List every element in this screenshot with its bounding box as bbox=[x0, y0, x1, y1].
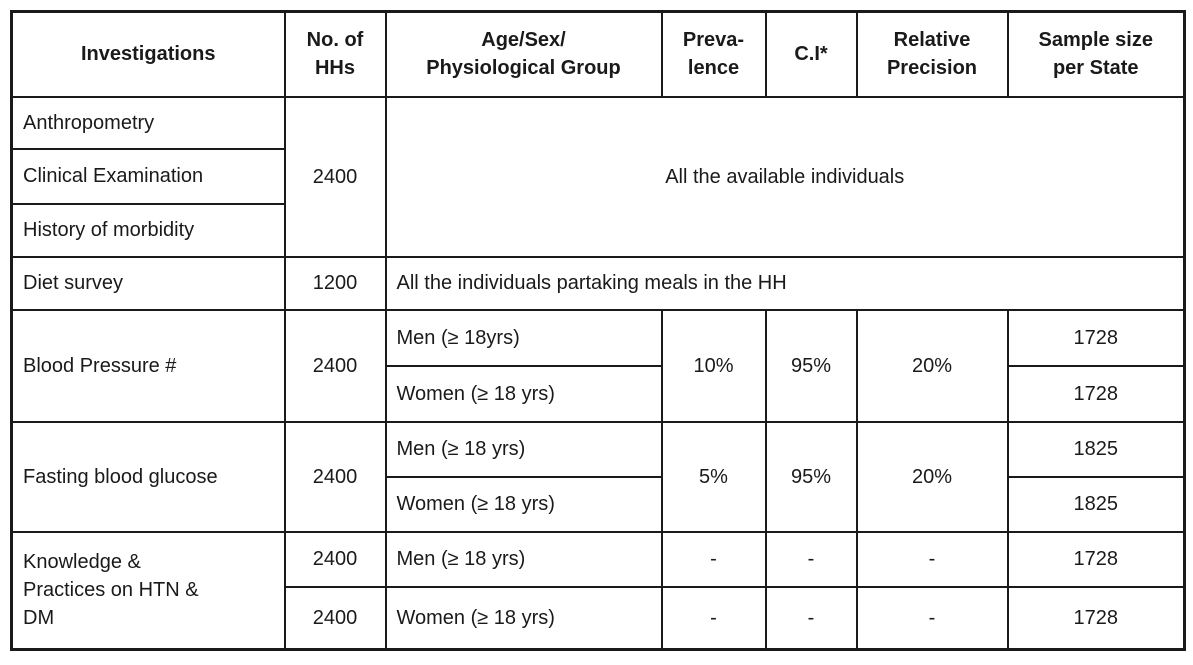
header-text: lence bbox=[687, 57, 740, 80]
cell-group1-hhs: 2400 bbox=[283, 95, 387, 258]
cell-knowledge-investigation: Knowledge & Practices on HTN & DM bbox=[10, 530, 286, 651]
cell-text: Practices on HTN & bbox=[23, 579, 199, 602]
cell-fbg-women-sample: 1825 bbox=[1006, 475, 1186, 533]
header-cell-age-sex-group: Age/Sex/ Physiological Group bbox=[384, 10, 663, 98]
row-fasting-glucose-women: Women (≥ 18 yrs) 1825 bbox=[12, 475, 1186, 533]
row-fasting-glucose-men: Fasting blood glucose 2400 Men (≥ 18 yrs… bbox=[10, 420, 1186, 533]
cell-fbg-men-sample: 1825 bbox=[1006, 420, 1186, 478]
row-anthropometry: Anthropometry 2400 All the available ind… bbox=[10, 95, 1186, 258]
cell-anthropometry-investigation: Anthropometry bbox=[10, 95, 286, 150]
cell-bp-prevalence: 10% bbox=[660, 308, 767, 423]
cell-bp-hhs: 2400 bbox=[283, 308, 387, 423]
cell-bp-women-group: Women (≥ 18 yrs) bbox=[384, 364, 663, 423]
cell-bp-investigation: Blood Pressure # bbox=[10, 308, 286, 423]
header-cell-ci: C.I* bbox=[764, 10, 858, 98]
header-cell-no-of-hhs: No. of HHs bbox=[283, 10, 387, 98]
header-cell-relative-precision: Relative Precision bbox=[855, 10, 1009, 98]
cell-text: Knowledge & bbox=[23, 551, 141, 574]
cell-fbg-relative-precision: 20% bbox=[855, 420, 1009, 533]
cell-knowledge-men-hhs: 2400 bbox=[283, 530, 387, 588]
row-knowledge-men: Knowledge & Practices on HTN & DM 2400 M… bbox=[10, 530, 1186, 651]
cell-bp-men-group: Men (≥ 18yrs) bbox=[384, 308, 663, 367]
cell-knowledge-women-relative-precision: - bbox=[855, 585, 1009, 651]
row-history-of-morbidity: History of morbidity bbox=[10, 202, 1185, 258]
cell-diet-investigation: Diet survey bbox=[10, 255, 286, 311]
cell-fbg-prevalence: 5% bbox=[660, 420, 767, 533]
cell-knowledge-women-group: Women (≥ 18 yrs) bbox=[384, 585, 663, 651]
cell-history-investigation: History of morbidity bbox=[10, 202, 286, 258]
header-text: Physiological Group bbox=[426, 57, 621, 80]
header-text: Precision bbox=[886, 57, 978, 80]
cell-fbg-hhs: 2400 bbox=[283, 420, 387, 533]
header-text: No. of bbox=[306, 29, 364, 52]
sampling-plan-table: Investigations No. of HHs Age/Sex/ Physi… bbox=[10, 10, 1186, 651]
cell-knowledge-men-sample: 1728 bbox=[1006, 530, 1186, 588]
cell-knowledge-men-prevalence: - bbox=[660, 530, 767, 588]
row-diet-survey: Diet survey 1200 All the individuals par… bbox=[10, 255, 1186, 311]
header-row: Investigations No. of HHs Age/Sex/ Physi… bbox=[10, 10, 1186, 98]
header-text: Age/Sex/ bbox=[481, 29, 566, 52]
cell-fbg-investigation: Fasting blood glucose bbox=[10, 420, 286, 533]
header-text: C.I* bbox=[794, 43, 828, 66]
cell-knowledge-women-prevalence: - bbox=[660, 585, 767, 651]
cell-bp-women-sample: 1728 bbox=[1006, 364, 1186, 423]
cell-text: DM bbox=[23, 607, 55, 630]
cell-knowledge-men-relative-precision: - bbox=[855, 530, 1009, 588]
header-text: Sample size bbox=[1038, 29, 1153, 52]
cell-knowledge-men-ci: - bbox=[764, 530, 858, 588]
row-knowledge-women: 2400 Women (≥ 18 yrs) - - - 1728 bbox=[12, 585, 1186, 651]
cell-knowledge-women-hhs: 2400 bbox=[283, 585, 387, 651]
row-blood-pressure-women: Women (≥ 18 yrs) 1728 bbox=[12, 364, 1186, 423]
cell-bp-men-sample: 1728 bbox=[1006, 308, 1186, 367]
cell-clinical-investigation: Clinical Examination bbox=[10, 147, 286, 205]
cell-knowledge-women-ci: - bbox=[764, 585, 858, 651]
header-text: Preva- bbox=[682, 29, 745, 52]
header-cell-investigations: Investigations bbox=[10, 10, 286, 98]
header-cell-prevalence: Preva- lence bbox=[660, 10, 767, 98]
cell-diet-hhs: 1200 bbox=[283, 255, 387, 311]
row-blood-pressure-men: Blood Pressure # 2400 Men (≥ 18yrs) 10% … bbox=[10, 308, 1186, 423]
cell-fbg-ci: 95% bbox=[764, 420, 858, 533]
cell-bp-relative-precision: 20% bbox=[855, 308, 1009, 423]
header-cell-sample-size: Sample size per State bbox=[1006, 10, 1186, 98]
cell-fbg-men-group: Men (≥ 18 yrs) bbox=[384, 420, 663, 478]
header-text: per State bbox=[1052, 57, 1139, 80]
cell-knowledge-men-group: Men (≥ 18 yrs) bbox=[384, 530, 663, 588]
header-text: Relative bbox=[893, 29, 971, 52]
header-text: Investigations bbox=[81, 43, 216, 66]
cell-bp-ci: 95% bbox=[764, 308, 858, 423]
cell-knowledge-women-sample: 1728 bbox=[1006, 585, 1186, 651]
row-clinical-examination: Clinical Examination bbox=[10, 147, 1185, 205]
cell-group1-coverage: All the available individuals bbox=[384, 95, 1186, 258]
cell-fbg-women-group: Women (≥ 18 yrs) bbox=[384, 475, 663, 533]
header-text: HHs bbox=[314, 57, 355, 80]
cell-diet-coverage: All the individuals partaking meals in t… bbox=[384, 255, 1186, 311]
